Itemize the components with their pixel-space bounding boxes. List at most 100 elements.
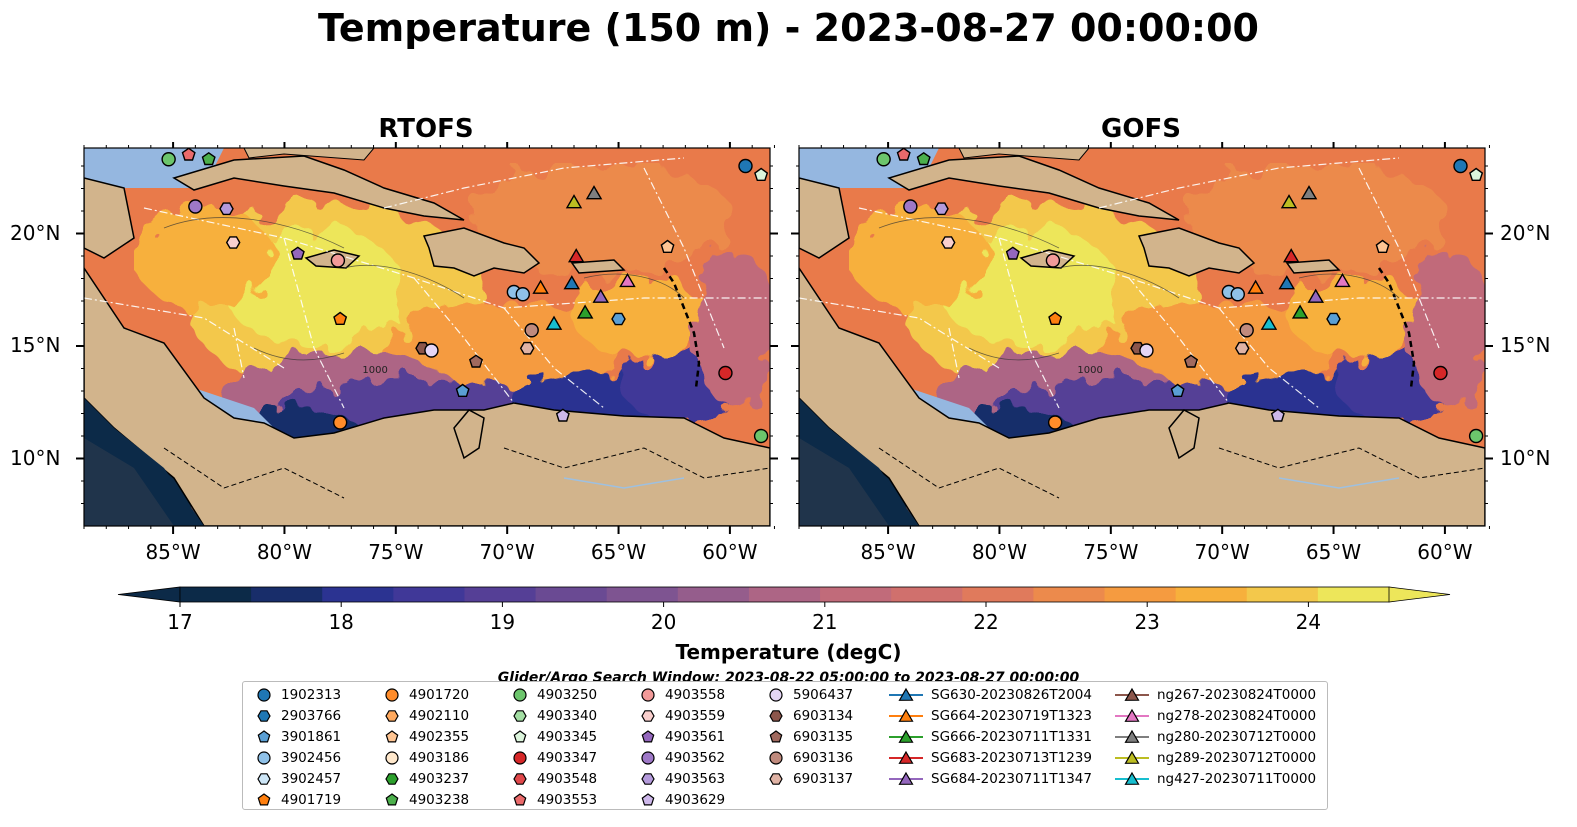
panel-title-gofs: GOFS [1101,114,1181,144]
float-marker-pentagon [1048,311,1063,325]
legend-label: 4903562 [665,749,726,766]
colorbar-segment [322,587,394,602]
legend-marker-circle-icon [513,750,527,765]
legend-label: 4902355 [409,728,470,745]
float-marker-triangle [565,194,583,209]
contour-label: 1000 [362,365,387,376]
colorbar-tick-label: 20 [650,610,677,634]
legend-label: 4903558 [665,686,726,703]
legend-item: SG683-20230713T1239 [889,747,1092,768]
float-marker-pentagon [181,147,196,161]
float-marker-triangle [592,288,610,303]
legend-marker-pentagon-icon [513,792,527,805]
colorbar-segment [1317,587,1390,602]
legend-label: 4903629 [665,791,726,808]
float-marker-circle [424,343,439,358]
legend-label: 4903548 [537,770,598,787]
legend-item: ng289-20230712T0000 [1115,747,1316,768]
float-marker-pentagon [1005,246,1020,260]
legend-marker-hexagon-icon [385,772,399,785]
legend-marker-pentagon-icon [641,792,655,805]
legend-item: 4902110 [383,705,469,726]
legend-item: 6903137 [767,768,853,789]
legend-marker-triangle-icon [1115,750,1149,764]
legend-marker-triangle-icon [1115,687,1149,701]
colorbar-tick-label: 21 [812,610,838,634]
float-marker-circle [753,428,769,444]
legend-label: 4901720 [409,686,470,703]
legend-item: 2903766 [255,705,341,726]
legend-marker-hexagon-icon [641,772,655,785]
colorbar-segment [820,587,892,602]
legend-marker-hexagon-icon [641,709,655,722]
colorbar-segment [1175,587,1248,602]
legend-marker-hexagon-icon [513,772,527,785]
y-tick-label-left: 20°N [10,220,61,245]
legend-label: SG683-20230713T1239 [931,749,1092,766]
legend-label: 4903559 [665,707,726,724]
float-marker-pentagon [660,239,675,254]
float-marker-circle [903,199,918,214]
y-tick-label-left: 15°N [10,333,61,357]
legend-label: 4903186 [409,749,470,766]
float-marker-triangle [1247,279,1264,294]
legend-marker-circle-icon [641,687,655,702]
legend-item: 6903136 [767,747,853,768]
legend-marker-circle-icon [385,750,399,765]
legend-item: 3902456 [255,747,341,768]
float-marker-triangle [567,248,585,263]
colorbar-segment [962,587,1034,602]
float-marker-hexagon [519,341,535,355]
legend-item: 3902457 [255,768,341,789]
float-marker-circle [1045,253,1061,268]
colorbar-segment [393,587,465,602]
colorbar-segment [748,587,821,602]
legend-marker-pentagon-icon [385,792,399,805]
legend-item: ng427-20230711T0000 [1115,768,1316,789]
colorbar-tick-label: 22 [973,610,999,634]
float-marker-circle [1453,158,1468,174]
float-marker-circle [188,199,203,214]
legend-marker-pentagon-icon [257,792,271,805]
legend-marker-pentagon-icon [513,729,527,742]
float-marker-pentagon [455,383,470,397]
legend-label: 4903237 [409,770,470,787]
legend: 1902313 2903766 3901861 3902456 3902457 49017… [242,681,1328,810]
float-marker-circle [515,287,530,302]
colorbar-tick-label: 24 [1295,610,1322,634]
legend-marker-triangle-icon [889,771,923,785]
legend-item: SG666-20230711T1331 [889,726,1092,747]
float-marker-pentagon [1270,408,1285,422]
float-marker-pentagon [896,147,911,161]
x-tick-label: 70°W [479,540,535,564]
float-marker-pentagon [916,151,931,166]
float-marker-pentagon [1170,383,1185,397]
colorbar-label: Temperature (degC) [675,640,902,664]
colorbar-tick-label: 17 [167,610,193,634]
legend-item: 4903250 [511,684,597,705]
legend-item: 6903134 [767,705,853,726]
legend-marker-circle-icon [769,750,783,765]
legend-marker-hexagon-icon [385,709,399,722]
legend-marker-hexagon-icon [769,709,783,722]
colorbar-tick-label: 23 [1134,610,1160,634]
colorbar-segment [464,587,537,602]
legend-item: ng267-20230824T0000 [1115,684,1316,705]
colorbar-segment [1104,587,1177,602]
x-tick-label: 60°W [1417,540,1473,564]
y-tick-label-right: 10°N [1500,445,1551,470]
legend-label: 2903766 [281,707,342,724]
colorbar-segment [677,587,750,602]
legend-marker-triangle-icon [1115,708,1149,722]
legend-label: ng278-20230824T0000 [1157,707,1317,724]
float-marker-hexagon [934,202,949,216]
legend-item: ng278-20230824T0000 [1115,705,1316,726]
legend-item: 4902355 [383,726,469,747]
legend-label: 1902313 [281,686,342,703]
legend-marker-triangle-icon [889,687,923,701]
legend-item: 5906437 [767,684,853,705]
float-marker-circle [1468,428,1484,444]
y-tick-label-left: 10°N [10,445,61,470]
legend-item: 4901720 [383,684,469,705]
x-tick-label: 85°W [145,540,201,564]
